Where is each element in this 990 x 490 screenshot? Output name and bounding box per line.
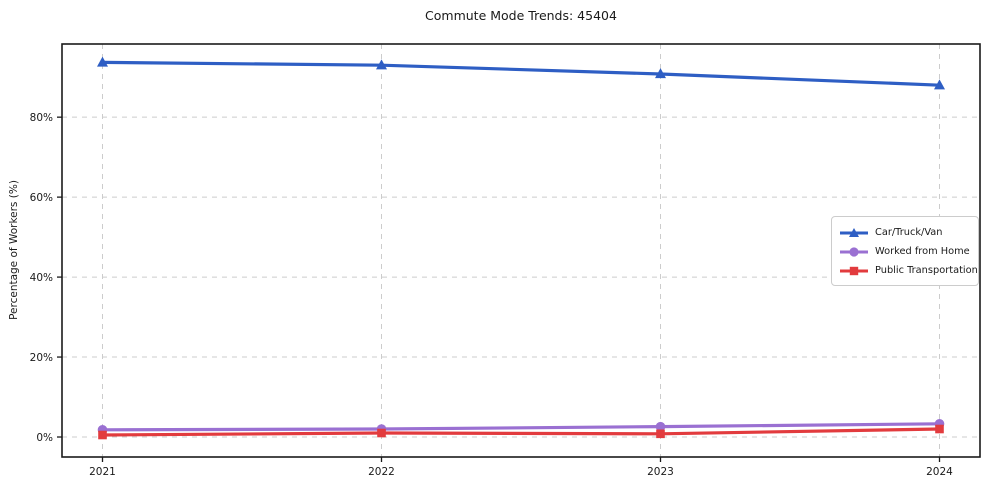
square-marker (935, 424, 944, 434)
x-tick-label: 2024 (926, 466, 953, 478)
y-tick-label: 0% (36, 432, 53, 444)
square-marker (656, 429, 665, 439)
legend-label: Public Transportation (875, 265, 978, 276)
triangle-marker (934, 79, 945, 90)
circle-marker (655, 421, 666, 432)
y-tick-label: 20% (30, 352, 53, 364)
triangle-marker (655, 68, 666, 79)
triangle-legend-icon (840, 227, 868, 237)
circle-legend-icon (840, 246, 868, 257)
legend-item: Car/Truck/Van (839, 223, 971, 242)
series-line (100, 60, 942, 87)
square-marker (98, 430, 107, 440)
square-marker (377, 428, 386, 438)
legend-label: Worked from Home (875, 246, 970, 257)
triangle-marker (376, 59, 387, 70)
triangle-marker (97, 56, 108, 67)
legend-item: Public Transportation (839, 261, 978, 280)
square-legend-icon (840, 266, 868, 275)
chart-title: Commute Mode Trends: 45404 (425, 8, 617, 23)
y-tick-label: 80% (30, 112, 53, 124)
legend-label: Car/Truck/Van (875, 227, 943, 238)
series-line (100, 422, 942, 432)
y-axis-label: Percentage of Workers (%) (8, 180, 20, 320)
plot-box (61, 43, 981, 458)
x-tick-label: 2023 (647, 466, 674, 478)
y-tick-label: 40% (30, 272, 53, 284)
chart-legend: Car/Truck/Van Worked from Home Public Tran… (831, 216, 979, 286)
legend-item: Worked from Home (839, 242, 971, 261)
series-line (100, 427, 942, 437)
y-tick-label: 60% (30, 192, 53, 204)
x-tick-label: 2022 (368, 466, 395, 478)
x-tick-label: 2021 (89, 466, 116, 478)
